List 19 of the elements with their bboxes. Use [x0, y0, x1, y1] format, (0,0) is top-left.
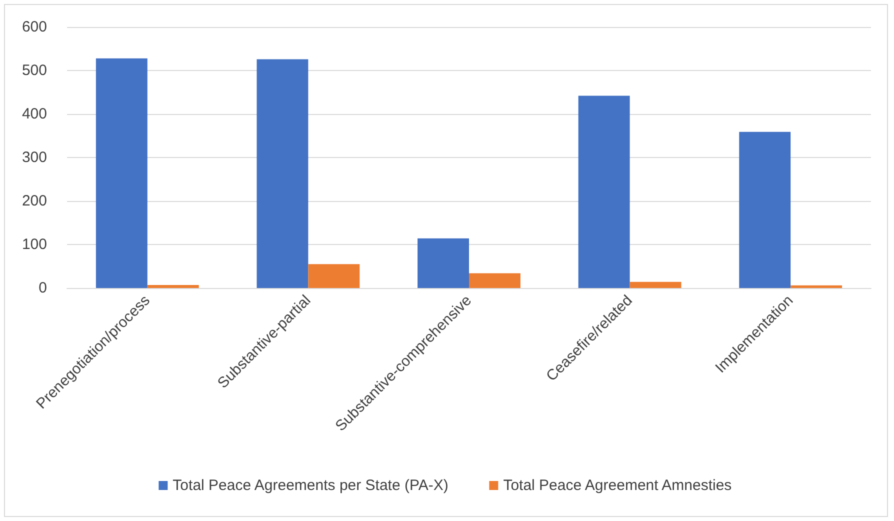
bar: [739, 132, 791, 288]
y-tick-label: 100: [22, 236, 47, 253]
y-tick-label: 600: [22, 18, 47, 36]
y-tick-label: 400: [22, 106, 47, 122]
legend-label: Total Peace Agreement Amnesties: [503, 477, 732, 494]
bar: [418, 238, 469, 288]
bar: [578, 96, 630, 288]
bar: [790, 285, 842, 288]
y-tick-label: 500: [22, 62, 47, 79]
legend-label: Total Peace Agreements per State (PA-X): [172, 477, 448, 494]
y-tick-label: 300: [22, 149, 47, 166]
bar: [308, 264, 360, 288]
bar: [96, 58, 148, 288]
y-tick-label: 200: [22, 192, 47, 210]
bar: [469, 273, 520, 288]
bar: [147, 284, 199, 288]
y-tick-label: 0: [38, 280, 47, 296]
bar: [630, 282, 682, 288]
bar: [256, 59, 308, 288]
